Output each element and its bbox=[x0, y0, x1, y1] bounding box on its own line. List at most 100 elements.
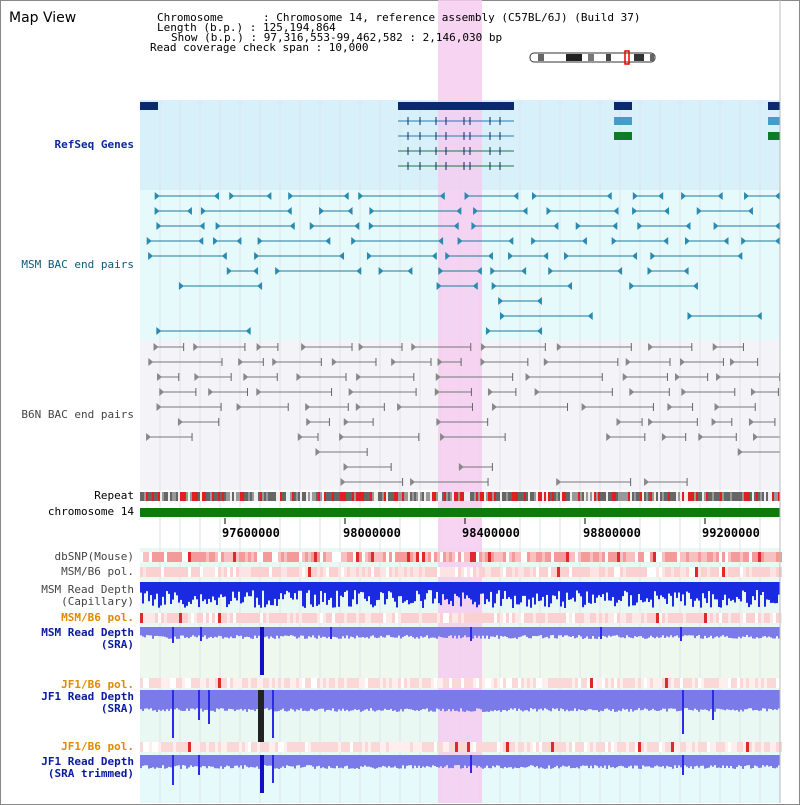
pol-bin bbox=[587, 742, 590, 752]
jf1-trim-depth-bin bbox=[362, 755, 364, 767]
msm-sra-depth-bin bbox=[406, 627, 408, 636]
repeat-element bbox=[748, 492, 750, 501]
msm-sra-depth-bin bbox=[424, 627, 426, 637]
track-label-msm-bac[interactable]: MSM BAC end pairs bbox=[21, 258, 134, 271]
jf1-sra-depth-bin bbox=[582, 690, 584, 711]
jf1-sra-depth-bin bbox=[438, 690, 440, 710]
pol-bin bbox=[188, 678, 191, 688]
msm-sra-depth-bin bbox=[260, 627, 264, 675]
depth-bin bbox=[640, 582, 642, 601]
repeat-element bbox=[428, 492, 430, 501]
dbsnp-bin bbox=[518, 552, 521, 562]
repeat-element bbox=[612, 492, 614, 501]
pol-bin bbox=[557, 613, 560, 623]
b6n-bac-end bbox=[297, 433, 303, 441]
msm-bac-end bbox=[513, 192, 519, 200]
msm-sra-depth-bin bbox=[418, 627, 420, 639]
depth-bin bbox=[156, 582, 158, 594]
jf1-sra-depth-bin bbox=[278, 690, 280, 711]
track-label-jf1-depth-trimmed[interactable]: JF1 Read Depth (SRA trimmed) bbox=[41, 755, 134, 780]
depth-bin bbox=[320, 582, 322, 592]
pol-bin bbox=[647, 742, 650, 752]
dbsnp-bin bbox=[596, 552, 599, 562]
jf1-trim-depth-bin bbox=[614, 755, 616, 769]
dbsnp-bin bbox=[545, 552, 548, 562]
pol-bin bbox=[476, 678, 479, 688]
depth-bin bbox=[740, 582, 742, 602]
msm-sra-depth-bin bbox=[242, 627, 244, 639]
pol-bin bbox=[545, 613, 548, 623]
depth-bin bbox=[256, 582, 258, 598]
chromosome-bar bbox=[140, 508, 780, 517]
depth-bin bbox=[262, 582, 264, 591]
depth-bin bbox=[528, 582, 530, 600]
track-label-msm-depth-sra[interactable]: MSM Read Depth (SRA) bbox=[41, 626, 134, 651]
pol-bin bbox=[248, 567, 251, 577]
jf1-sra-depth-bin bbox=[486, 690, 488, 712]
pol-bin bbox=[773, 742, 776, 752]
jf1-trim-depth-bin bbox=[598, 755, 600, 768]
depth-bin bbox=[738, 582, 740, 599]
repeat-element bbox=[236, 492, 238, 501]
msm-sra-depth-bin bbox=[532, 627, 534, 637]
depth-bin bbox=[478, 582, 480, 605]
repeat-element bbox=[570, 492, 572, 501]
dbsnp-bin bbox=[761, 552, 764, 562]
pol-bin bbox=[683, 567, 686, 577]
dbsnp-bin bbox=[239, 552, 242, 562]
b6n-bac-end bbox=[616, 418, 622, 426]
track-label-msm-depth-capillary[interactable]: MSM Read Depth (Capillary) bbox=[41, 583, 134, 608]
track-label-msm-b6-pol-2[interactable]: MSM/B6 pol. bbox=[61, 611, 134, 624]
pol-bin bbox=[200, 742, 203, 752]
pol-bin bbox=[656, 678, 659, 688]
depth-bin bbox=[762, 582, 764, 592]
track-label-refseq[interactable]: RefSeq Genes bbox=[54, 138, 134, 151]
pol-bin bbox=[242, 613, 245, 623]
msm-sra-depth-bin bbox=[164, 627, 166, 637]
depth-bin bbox=[154, 582, 156, 600]
pol-bin bbox=[206, 678, 209, 688]
msm-bac-end bbox=[200, 207, 206, 215]
pol-bin bbox=[410, 567, 413, 577]
pol-bin bbox=[395, 742, 398, 752]
pol-bin bbox=[560, 742, 563, 752]
pol-bin bbox=[770, 742, 773, 752]
track-label-jf1-depth-sra[interactable]: JF1 Read Depth (SRA) bbox=[41, 690, 134, 715]
msm-sra-depth-bin bbox=[202, 627, 204, 638]
track-label-jf1-b6-pol-2[interactable]: JF1/B6 pol. bbox=[61, 740, 134, 753]
pol-bin bbox=[389, 613, 392, 623]
pol-bin bbox=[596, 742, 599, 752]
pol-bin bbox=[140, 678, 143, 688]
dbsnp-bin bbox=[467, 552, 470, 562]
track-label-b6n-bac[interactable]: B6N BAC end pairs bbox=[21, 408, 134, 421]
jf1-sra-depth-bin bbox=[570, 690, 572, 711]
track-label-repeat[interactable]: Repeat bbox=[94, 489, 134, 502]
msm-sra-depth-bin bbox=[712, 627, 714, 639]
pol-bin bbox=[251, 742, 254, 752]
msm-sra-depth-bin bbox=[350, 627, 352, 637]
jf1-trim-depth-bin bbox=[490, 755, 492, 769]
pol-bin bbox=[608, 742, 611, 752]
pol-bin bbox=[689, 613, 692, 623]
track-label-jf1-b6-pol-1[interactable]: JF1/B6 pol. bbox=[61, 678, 134, 691]
pol-bin bbox=[485, 742, 488, 752]
pol-bin bbox=[443, 678, 446, 688]
dbsnp-bin bbox=[641, 552, 644, 562]
pol-bin bbox=[737, 742, 740, 752]
pol-bin bbox=[677, 678, 680, 688]
dbsnp-bin bbox=[551, 552, 554, 562]
msm-sra-depth-bin bbox=[460, 627, 462, 639]
repeat-element bbox=[508, 492, 510, 501]
msm-sra-depth-bin bbox=[678, 627, 680, 638]
msm-bac-end bbox=[215, 222, 221, 230]
pol-bin bbox=[242, 567, 245, 577]
track-label-msm-b6-pol-1[interactable]: MSM/B6 pol. bbox=[61, 565, 134, 578]
track-label-dbsnp[interactable]: dbSNP(Mouse) bbox=[54, 550, 134, 563]
pol-bin bbox=[434, 613, 437, 623]
pol-bin bbox=[527, 678, 530, 688]
msm-sra-depth-bin bbox=[662, 627, 664, 636]
jf1-sra-depth-bin bbox=[682, 690, 684, 734]
dbsnp-bin bbox=[149, 552, 152, 562]
msm-sra-depth-bin bbox=[716, 627, 718, 637]
